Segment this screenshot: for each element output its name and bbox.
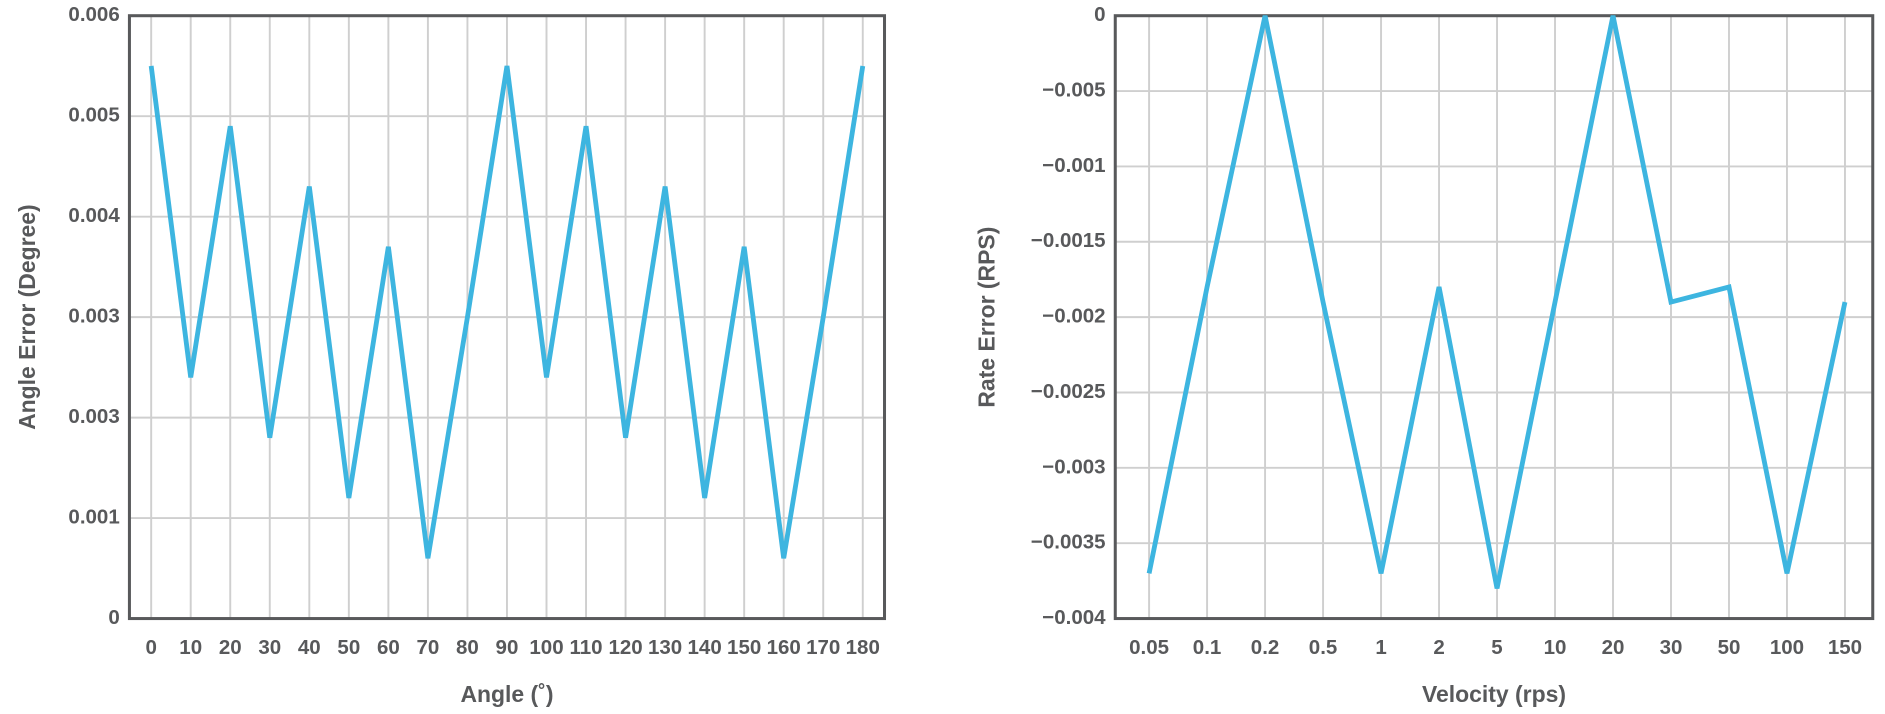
y-tick-label: 0.006 [68, 3, 119, 26]
x-tick-label: 0.05 [1129, 636, 1169, 659]
x-tick-label: 0.1 [1193, 636, 1222, 659]
x-tick-label: 0.5 [1309, 636, 1338, 659]
y-tick-label: 0.005 [68, 104, 119, 127]
y-tick-label: 0 [1094, 3, 1105, 26]
x-tick-label: 150 [1828, 636, 1862, 659]
x-tick-label: 5 [1491, 636, 1502, 659]
x-tick-label: 70 [416, 636, 439, 659]
x-tick-label: 160 [767, 636, 801, 659]
x-tick-label: 50 [337, 636, 360, 659]
y-tick-label: 0.001 [68, 506, 119, 529]
x-tick-label: 30 [258, 636, 281, 659]
x-tick-label: 40 [298, 636, 321, 659]
x-tick-label: 180 [846, 636, 880, 659]
y-tick-label: −0.0025 [1031, 380, 1106, 403]
x-tick-label: 0.2 [1251, 636, 1280, 659]
y-tick-label: 0.004 [68, 204, 120, 227]
x-axis-title: Velocity (rps) [1422, 681, 1566, 707]
x-tick-label: 10 [179, 636, 202, 659]
x-tick-label: 2 [1433, 636, 1444, 659]
y-tick-label: −0.004 [1042, 606, 1106, 629]
x-axis-title: Angle (˚) [460, 681, 553, 707]
y-tick-label: −0.0015 [1031, 229, 1106, 252]
y-tick-label: −0.0035 [1031, 531, 1106, 554]
x-tick-label: 100 [1770, 636, 1804, 659]
x-tick-label: 20 [1602, 636, 1625, 659]
x-tick-label: 110 [569, 636, 602, 659]
x-tick-label: 20 [219, 636, 242, 659]
y-tick-label: 0.003 [68, 305, 119, 328]
y-axis-title: Rate Error (RPS) [973, 227, 999, 408]
x-tick-label: 90 [496, 636, 519, 659]
y-tick-label: −0.001 [1042, 154, 1105, 177]
x-tick-label: 100 [529, 636, 563, 659]
x-tick-label: 150 [727, 636, 761, 659]
x-tick-label: 60 [377, 636, 400, 659]
data-line [148, 65, 866, 559]
plot-frame [1113, 14, 1875, 621]
x-tick-label: 130 [648, 636, 682, 659]
y-tick-label: 0.003 [68, 405, 119, 428]
y-tick-label: 0 [108, 606, 119, 629]
data-line [1146, 15, 1848, 589]
y-tick-label: −0.005 [1042, 78, 1105, 101]
x-tick-label: 80 [456, 636, 479, 659]
x-tick-label: 30 [1660, 636, 1683, 659]
x-tick-label: 120 [608, 636, 642, 659]
x-tick-label: 10 [1544, 636, 1567, 659]
plot-frame [127, 14, 887, 621]
x-tick-label: 1 [1375, 636, 1386, 659]
y-tick-label: −0.003 [1042, 455, 1105, 478]
y-axis-title: Angle Error (Degree) [14, 204, 40, 430]
y-tick-label: −0.002 [1042, 305, 1105, 328]
x-tick-label: 170 [806, 636, 840, 659]
x-tick-label: 0 [145, 636, 156, 659]
x-tick-label: 50 [1718, 636, 1741, 659]
x-tick-label: 140 [688, 636, 722, 659]
